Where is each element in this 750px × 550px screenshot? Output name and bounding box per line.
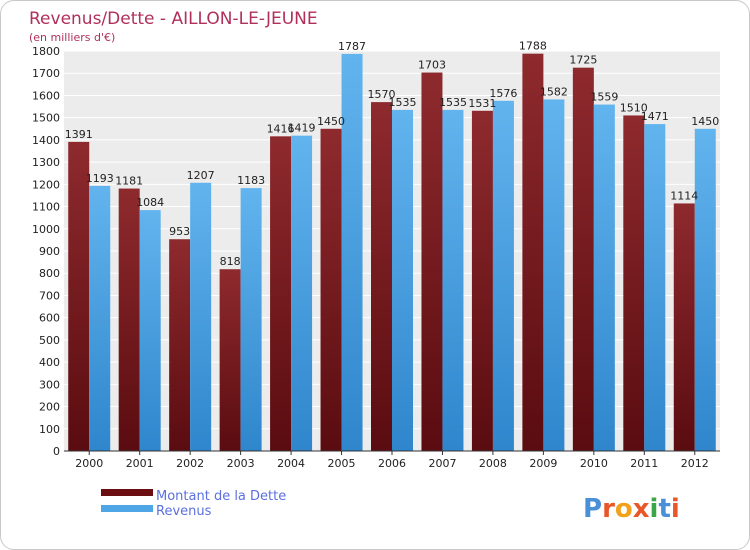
bar-debt-2010 [572, 67, 594, 452]
bar-debt-2009 [522, 53, 544, 452]
bar-revenue-2003 [240, 188, 262, 451]
bar-debt-2008 [471, 110, 493, 452]
bar-revenue-2008 [492, 100, 514, 452]
legend-swatch-debt [101, 489, 153, 496]
data-label-debt-2001: 1181 [115, 175, 143, 188]
data-label-revenue-2011: 1471 [641, 110, 669, 123]
bar-debt-2005 [320, 128, 342, 451]
data-label-revenue-2002: 1207 [187, 169, 215, 182]
y-tick-label: 800 [39, 267, 60, 280]
x-tick-label-2000: 2000 [75, 457, 103, 470]
data-label-debt-2012: 1114 [670, 189, 698, 202]
bar-revenue-2006 [392, 109, 413, 451]
bar-revenue-2001 [139, 210, 161, 451]
bar-debt-2011 [623, 115, 645, 451]
legend-label-debt: Montant de la Dette [156, 489, 286, 504]
proxiti-logo: Proxiti [583, 494, 680, 524]
data-label-debt-2006: 1570 [368, 88, 396, 101]
bar-revenue-2011 [644, 124, 666, 451]
bar-debt-2000 [68, 141, 90, 451]
bar-revenue-2007 [442, 109, 464, 451]
bar-revenue-2004 [291, 135, 313, 451]
data-label-revenue-2000: 1193 [86, 172, 114, 185]
x-tick-label-2006: 2006 [378, 457, 406, 470]
data-label-debt-2007: 1703 [418, 59, 446, 72]
legend-label-revenue: Revenus [156, 504, 212, 519]
x-tick-label-2009: 2009 [529, 457, 557, 470]
y-axis-ticks: 0 100 200 300 400 500 600 700 800 900 1000 1100 1200… [32, 45, 60, 458]
y-tick-label: 300 [39, 378, 60, 391]
bar-revenue-2012 [694, 128, 716, 451]
data-label-revenue-2007: 1535 [439, 96, 467, 109]
x-tick-label-2010: 2010 [580, 457, 608, 470]
y-tick-label: 200 [39, 401, 60, 414]
y-tick-label: 1300 [32, 156, 60, 169]
data-label-debt-2002: 953 [169, 225, 190, 238]
y-tick-label: 400 [39, 356, 60, 369]
y-tick-label: 1600 [32, 89, 60, 102]
bar-debt-2003 [219, 269, 241, 451]
bar-debt-2012 [673, 203, 695, 451]
data-label-revenue-2010: 1559 [590, 91, 618, 104]
data-label-revenue-2006: 1535 [389, 96, 417, 109]
bar-revenue-2002 [190, 182, 212, 451]
data-label-revenue-2001: 1084 [136, 196, 164, 209]
data-label-debt-2011: 1510 [620, 101, 648, 114]
x-tick-label-2011: 2011 [630, 457, 658, 470]
legend: Montant de la Dette Revenus [101, 489, 286, 519]
y-tick-label: 1100 [32, 201, 60, 214]
data-label-revenue-2009: 1582 [540, 85, 568, 98]
chart-title: Revenus/Dette - AILLON-LE-JEUNE [29, 9, 318, 29]
y-tick-label: 900 [39, 245, 60, 258]
y-tick-label: 600 [39, 312, 60, 325]
bar-debt-2004 [270, 136, 292, 452]
y-tick-label: 1800 [32, 45, 60, 58]
data-label-debt-2009: 1788 [519, 40, 547, 53]
y-tick-label: 1700 [32, 67, 60, 80]
data-label-debt-2008: 1531 [468, 97, 496, 110]
bar-revenue-2010 [593, 104, 615, 452]
y-tick-label: 1200 [32, 178, 60, 191]
data-label-debt-2004: 1416 [267, 122, 295, 135]
y-tick-label: 1500 [32, 112, 60, 125]
x-tick-label-2002: 2002 [176, 457, 204, 470]
data-label-debt-2000: 1391 [65, 128, 93, 141]
y-tick-label: 1400 [32, 134, 60, 147]
data-label-revenue-2008: 1576 [489, 87, 517, 100]
bar-revenue-2009 [543, 99, 565, 451]
bar-debt-2001 [118, 188, 140, 452]
x-axis-ticks: 2000 2001 2002 2003 2004 2005 2006 2007 2008 2009… [75, 451, 709, 470]
x-tick-label-2001: 2001 [126, 457, 154, 470]
x-tick-label-2012: 2012 [681, 457, 709, 470]
data-label-debt-2010: 1725 [569, 54, 597, 67]
chart-subtitle: (en milliers d'€) [29, 31, 115, 44]
y-tick-label: 1000 [32, 223, 60, 236]
x-tick-label-2005: 2005 [328, 457, 356, 470]
bars [68, 53, 716, 452]
logo-text: Proxiti [583, 494, 680, 524]
data-label-revenue-2012: 1450 [691, 115, 719, 128]
x-tick-label-2004: 2004 [277, 457, 305, 470]
data-label-debt-2005: 1450 [317, 115, 345, 128]
y-tick-label: 100 [39, 423, 60, 436]
bar-revenue-2000 [89, 185, 111, 451]
x-tick-label-2007: 2007 [428, 457, 456, 470]
data-label-revenue-2004: 1419 [288, 122, 316, 135]
y-tick-label: 0 [53, 445, 60, 458]
x-tick-label-2008: 2008 [479, 457, 507, 470]
data-label-debt-2003: 818 [220, 255, 241, 268]
bar-debt-2002 [169, 239, 191, 451]
y-tick-label: 700 [39, 289, 60, 302]
bar-revenue-2005 [341, 53, 363, 452]
legend-swatch-revenue [101, 505, 153, 512]
data-label-revenue-2005: 1787 [338, 40, 366, 53]
bar-debt-2006 [371, 102, 392, 451]
x-tick-label-2003: 2003 [227, 457, 255, 470]
bar-debt-2007 [421, 72, 443, 452]
data-label-revenue-2003: 1183 [237, 174, 265, 187]
y-tick-label: 500 [39, 334, 60, 347]
